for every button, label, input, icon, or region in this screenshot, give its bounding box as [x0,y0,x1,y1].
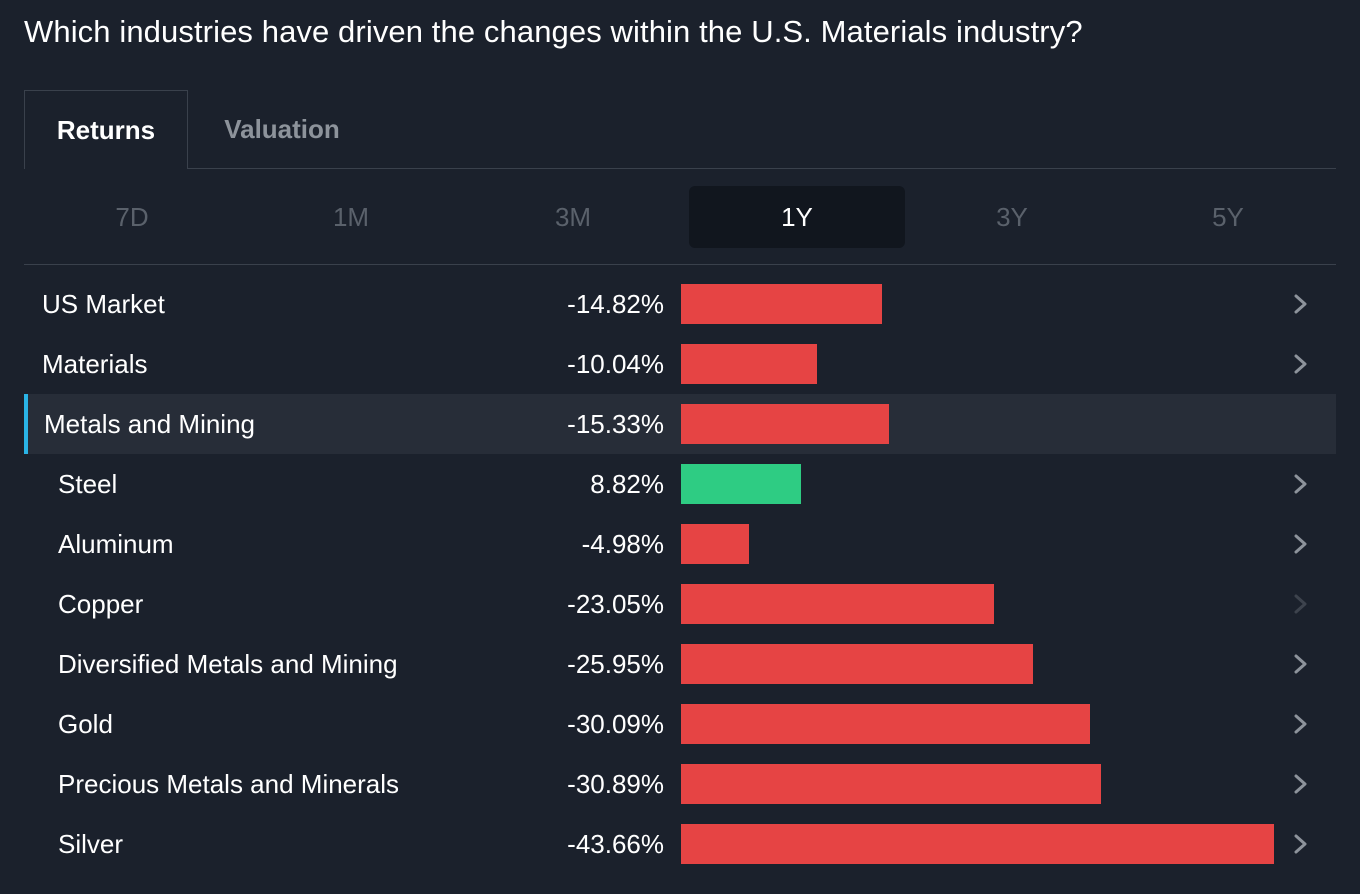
return-bar [681,464,801,504]
chevron-right-icon[interactable] [1292,470,1312,498]
return-value: -30.89% [567,769,664,799]
return-value: -14.82% [567,289,664,319]
industry-label: Materials [42,349,148,379]
industry-label: Gold [58,709,113,739]
return-bar [681,704,1090,744]
industry-label: Metals and Mining [44,409,255,439]
metric-tabs: Returns Valuation [24,90,1336,169]
return-value: 8.82% [590,469,664,499]
industry-label: Steel [58,469,118,499]
chevron-right-icon[interactable] [1292,650,1312,678]
industry-row[interactable]: Precious Metals and Minerals -30.89% [24,754,1336,814]
industry-row[interactable]: Silver -43.66% [24,814,1336,874]
return-value: -43.66% [567,829,664,859]
industry-label: Copper [58,589,144,619]
selected-row-indicator [24,394,28,454]
page-title: Which industries have driven the changes… [24,14,1083,49]
industry-row[interactable]: Steel 8.82% [24,454,1336,514]
return-bar [681,584,994,624]
return-bar [681,764,1101,804]
industry-row[interactable]: Metals and Mining -15.33% [24,394,1336,454]
industry-row[interactable]: Aluminum -4.98% [24,514,1336,574]
industry-label: Diversified Metals and Mining [58,649,398,679]
return-value: -25.95% [567,649,664,679]
period-5y[interactable]: 5Y [1212,201,1244,232]
chevron-right-icon[interactable] [1292,290,1312,318]
industry-label: Precious Metals and Minerals [58,769,400,799]
period-7d[interactable]: 7D [115,201,149,232]
chevron-right-icon[interactable] [1292,710,1312,738]
chevron-right-icon[interactable] [1292,830,1312,858]
return-bar [681,524,749,564]
industry-row[interactable]: Diversified Metals and Mining -25.95% [24,634,1336,694]
industry-label: Silver [58,829,124,859]
return-bar [681,284,882,324]
return-bar [681,404,889,444]
return-bar [681,644,1033,684]
period-1y[interactable]: 1Y [689,186,905,248]
industry-label: Aluminum [58,529,174,559]
return-value: -30.09% [567,709,664,739]
chevron-right-icon[interactable] [1292,350,1312,378]
return-bar [681,824,1274,864]
return-value: -4.98% [581,529,664,559]
chevron-right-icon[interactable] [1292,590,1312,618]
chevron-right-icon[interactable] [1292,530,1312,558]
industry-label: US Market [42,289,165,319]
period-selector: 7D 1M 3M 1Y 3Y 5Y [24,186,1336,248]
industry-row[interactable]: Gold -30.09% [24,694,1336,754]
period-3m[interactable]: 3M [554,201,592,232]
return-value: -10.04% [567,349,664,379]
industry-row[interactable]: Copper -23.05% [24,574,1336,634]
period-1m[interactable]: 1M [332,201,370,232]
divider [24,264,1336,265]
return-bar [681,344,817,384]
chevron-right-icon[interactable] [1292,770,1312,798]
return-value: -15.33% [567,409,664,439]
industry-row[interactable]: US Market -14.82% [24,274,1336,334]
return-value: -23.05% [567,589,664,619]
period-3y[interactable]: 3Y [996,201,1028,232]
industry-row[interactable]: Materials -10.04% [24,334,1336,394]
tab-returns[interactable]: Returns [24,90,188,169]
tab-valuation[interactable]: Valuation [224,113,340,144]
